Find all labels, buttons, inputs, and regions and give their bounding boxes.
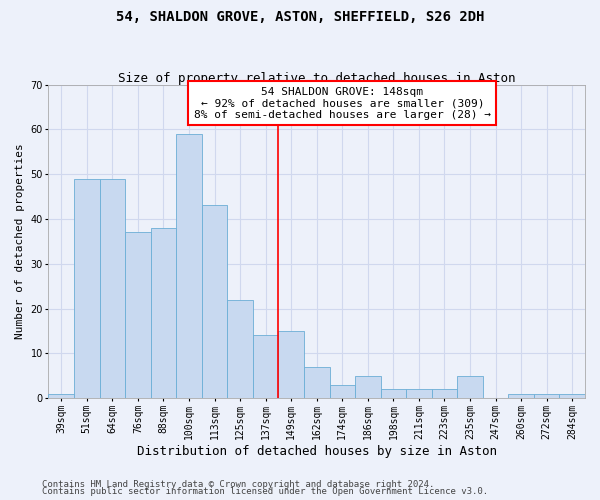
Text: 54, SHALDON GROVE, ASTON, SHEFFIELD, S26 2DH: 54, SHALDON GROVE, ASTON, SHEFFIELD, S26… — [116, 10, 484, 24]
Bar — [278, 331, 304, 398]
Bar — [151, 228, 176, 398]
Bar — [534, 394, 559, 398]
Bar — [100, 178, 125, 398]
Y-axis label: Number of detached properties: Number of detached properties — [15, 144, 25, 339]
Bar — [49, 394, 74, 398]
Bar — [253, 336, 278, 398]
Bar — [559, 394, 585, 398]
Title: Size of property relative to detached houses in Aston: Size of property relative to detached ho… — [118, 72, 515, 85]
Bar — [380, 389, 406, 398]
Bar — [176, 134, 202, 398]
Bar — [202, 206, 227, 398]
Bar — [125, 232, 151, 398]
Bar — [329, 384, 355, 398]
Bar — [406, 389, 432, 398]
Text: 54 SHALDON GROVE: 148sqm
← 92% of detached houses are smaller (309)
8% of semi-d: 54 SHALDON GROVE: 148sqm ← 92% of detach… — [194, 86, 491, 120]
Bar — [304, 367, 329, 398]
Bar — [227, 300, 253, 398]
Bar — [355, 376, 380, 398]
Bar — [432, 389, 457, 398]
Bar — [508, 394, 534, 398]
Bar — [457, 376, 483, 398]
Text: Contains HM Land Registry data © Crown copyright and database right 2024.: Contains HM Land Registry data © Crown c… — [42, 480, 434, 489]
Bar — [74, 178, 100, 398]
X-axis label: Distribution of detached houses by size in Aston: Distribution of detached houses by size … — [137, 444, 497, 458]
Text: Contains public sector information licensed under the Open Government Licence v3: Contains public sector information licen… — [42, 488, 488, 496]
